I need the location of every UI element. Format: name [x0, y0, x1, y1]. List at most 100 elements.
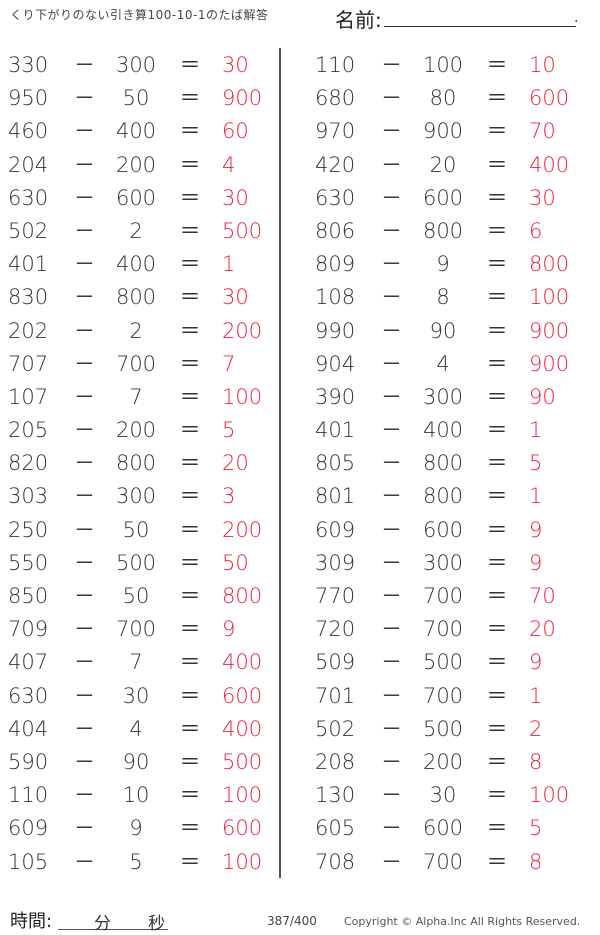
- minuend: 250: [8, 517, 49, 542]
- minus-sign: －: [74, 650, 95, 675]
- minus-sign: －: [74, 285, 95, 310]
- minus-sign: －: [74, 749, 95, 774]
- minuend: 502: [315, 716, 356, 741]
- subtrahend: 700: [115, 617, 157, 642]
- answer: 50: [222, 550, 249, 575]
- answer: 30: [222, 185, 249, 210]
- equals-sign: ＝: [486, 418, 508, 443]
- equals-sign: ＝: [486, 53, 508, 77]
- equals-sign: ＝: [179, 185, 201, 210]
- minuend: 550: [8, 550, 49, 575]
- minus-sign: －: [74, 418, 95, 443]
- equals-sign: ＝: [486, 617, 508, 642]
- answer: 30: [529, 185, 556, 210]
- subtrahend: 200: [115, 418, 157, 443]
- answer: 90: [529, 384, 556, 409]
- minuend: 110: [315, 53, 356, 77]
- equals-sign: ＝: [179, 550, 201, 575]
- minuend: 630: [315, 185, 356, 210]
- minuend: 401: [8, 252, 49, 277]
- subtrahend: 90: [429, 318, 457, 343]
- equals-sign: ＝: [179, 716, 201, 741]
- minus-sign: －: [74, 451, 95, 476]
- equals-sign: ＝: [486, 86, 508, 111]
- subtrahend: 600: [422, 517, 464, 542]
- subtrahend: 300: [422, 550, 464, 575]
- equals-sign: ＝: [486, 451, 508, 476]
- equals-sign: ＝: [179, 451, 201, 476]
- minuend: 404: [8, 716, 49, 741]
- answer: 5: [222, 418, 236, 443]
- minuend: 970: [315, 119, 356, 144]
- answer: 100: [529, 285, 570, 310]
- answer: 70: [529, 584, 556, 608]
- equals-sign: ＝: [179, 53, 201, 77]
- minuend: 303: [8, 484, 49, 509]
- minus-sign: －: [381, 716, 402, 741]
- equals-sign: ＝: [486, 218, 508, 243]
- subtrahend: 700: [115, 351, 157, 376]
- subtrahend: 9: [129, 816, 143, 841]
- answer: 500: [222, 218, 263, 243]
- subtrahend: 800: [422, 218, 464, 243]
- minus-sign: －: [74, 783, 95, 808]
- answer: 4: [222, 152, 236, 177]
- minuend: 309: [315, 550, 356, 575]
- minuend: 809: [315, 252, 356, 277]
- minutes-label: 分: [94, 914, 111, 934]
- minuend: 904: [315, 351, 356, 376]
- answer: 6: [529, 218, 543, 243]
- minus-sign: －: [381, 849, 402, 874]
- minuend: 850: [8, 584, 49, 608]
- minus-sign: －: [74, 816, 95, 841]
- answer: 500: [222, 749, 263, 774]
- equals-sign: ＝: [486, 185, 508, 210]
- answer: 800: [222, 584, 263, 608]
- equals-sign: ＝: [179, 783, 201, 808]
- minus-sign: －: [381, 650, 402, 675]
- minuend: 830: [8, 285, 49, 310]
- minuend: 110: [8, 783, 49, 808]
- answer: 9: [529, 517, 543, 542]
- equals-sign: ＝: [486, 683, 508, 708]
- subtrahend: 700: [422, 584, 464, 608]
- subtrahend: 600: [422, 185, 464, 210]
- subtrahend: 20: [429, 152, 457, 177]
- minuend: 590: [8, 749, 49, 774]
- minuend: 805: [315, 451, 356, 476]
- equals-sign: ＝: [179, 351, 201, 376]
- answer: 400: [529, 152, 570, 177]
- minus-sign: －: [74, 517, 95, 542]
- equals-sign: ＝: [179, 384, 201, 409]
- minus-sign: －: [74, 351, 95, 376]
- subtrahend: 9: [436, 252, 450, 277]
- subtrahend: 400: [422, 418, 464, 443]
- equals-sign: ＝: [486, 783, 508, 808]
- equals-sign: ＝: [179, 517, 201, 542]
- subtrahend: 600: [422, 816, 464, 841]
- minuend: 502: [8, 218, 49, 243]
- equals-sign: ＝: [486, 550, 508, 575]
- time-field-line: [58, 929, 168, 930]
- minuend: 204: [8, 152, 49, 177]
- minus-sign: －: [381, 783, 402, 808]
- minuend: 205: [8, 418, 49, 443]
- minus-sign: －: [381, 252, 402, 277]
- minuend: 460: [8, 119, 49, 144]
- answer: 600: [529, 86, 570, 111]
- minuend: 401: [315, 418, 356, 443]
- equals-sign: ＝: [179, 749, 201, 774]
- equals-sign: ＝: [179, 252, 201, 277]
- equals-sign: ＝: [179, 584, 201, 608]
- answer: 9: [529, 550, 543, 575]
- answer: 600: [222, 816, 263, 841]
- name-field-line: [384, 26, 576, 27]
- minuend: 108: [315, 285, 356, 310]
- answer: 9: [222, 617, 236, 642]
- minus-sign: －: [74, 617, 95, 642]
- answer: 100: [222, 384, 263, 409]
- answer: 8: [529, 849, 543, 874]
- equals-sign: ＝: [486, 119, 508, 144]
- subtrahend: 300: [422, 384, 464, 409]
- answer: 100: [222, 783, 263, 808]
